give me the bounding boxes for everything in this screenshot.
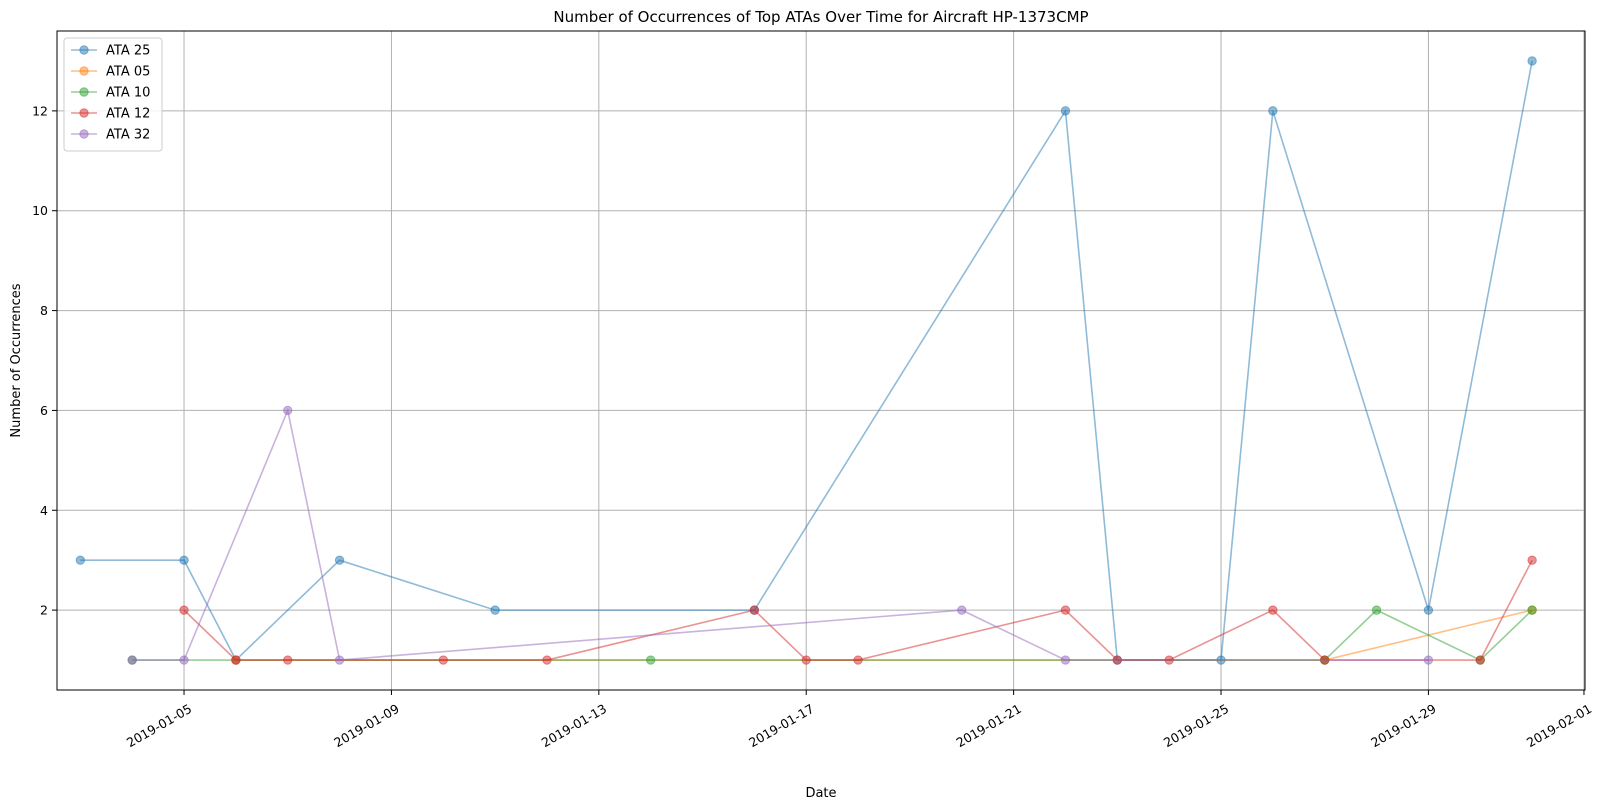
y-axis-label: Number of Occurrences [9,283,24,437]
legend-item: ATA 32 [71,128,150,143]
legend-label: ATA 10 [106,86,150,101]
legend-label: ATA 05 [106,65,150,80]
y-tick-label: 12 [32,103,48,118]
data-point [1527,56,1537,66]
data-point [1423,655,1434,665]
data-point [1268,106,1278,116]
data-point [334,655,345,665]
data-point [1060,605,1071,615]
legend-marker [79,108,89,118]
legend-marker [79,87,89,97]
data-point [1423,605,1434,615]
series-line [132,609,1533,662]
legend-label: ATA 25 [106,44,150,59]
data-point [749,605,760,615]
data-point [75,555,86,565]
data-point [542,655,552,665]
plot-frame [56,30,1586,691]
data-point [127,655,137,665]
data-point [179,655,189,665]
legend-label: ATA 12 [106,107,150,122]
data-point [853,655,863,665]
grid-lines [57,31,1585,690]
data-point [1268,605,1278,615]
data-point [179,555,189,565]
data-point [1060,655,1071,665]
legend: ATA 25 ATA 05 ATA 10 ATA 12 ATA 32 [63,37,163,152]
data-point [283,655,293,665]
y-tick-label: 2 [40,603,48,618]
data-point [231,655,241,665]
y-axis: 2 4 6 8 10 12 [32,103,57,618]
data-point [334,555,345,565]
series-line [80,60,1533,662]
legend-marker [79,45,89,55]
legend-item: ATA 12 [71,107,150,122]
data-point [1527,555,1537,565]
legend-label: ATA 32 [106,128,150,143]
y-tick-label: 10 [32,203,48,218]
y-tick-label: 6 [40,403,48,418]
data-point [1527,605,1537,615]
chart-title: Number of Occurrences of Top ATAs Over T… [553,8,1088,26]
data-point [490,605,500,615]
data-point [801,655,811,665]
series-ata-32 [127,405,1434,665]
legend-item: ATA 05 [71,65,150,80]
data-point [1475,655,1485,665]
legend-box [63,37,163,152]
data-point [438,655,448,665]
data-point [179,605,189,615]
legend-item: ATA 25 [71,44,150,59]
data-point [1060,106,1071,116]
data-point [1371,605,1382,615]
legend-marker [79,66,89,76]
data-point [645,655,656,665]
series-layer [75,56,1537,665]
data-point [283,405,293,416]
plot-area [56,30,1586,691]
y-tick-label: 4 [40,503,48,518]
y-tick-label: 8 [40,303,48,318]
legend-item: ATA 10 [71,86,150,101]
plot-background [57,31,1585,690]
legend-marker [79,129,89,139]
data-point [957,605,967,615]
x-axis-label: Date [805,786,836,801]
